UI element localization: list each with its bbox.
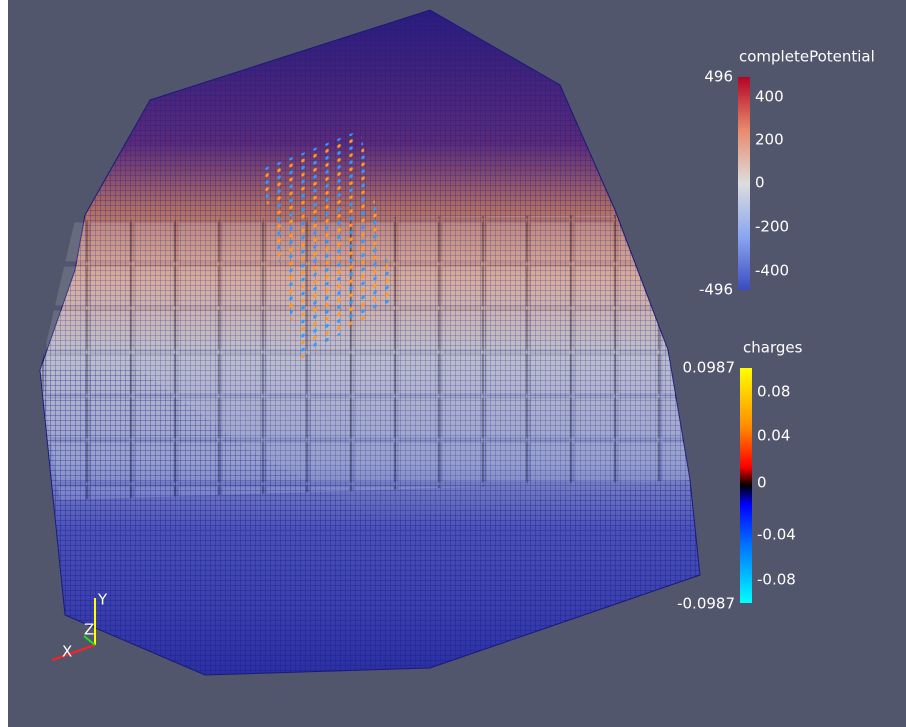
range-label: -0.0987 (677, 595, 735, 613)
tick-label: -200 (755, 218, 789, 236)
legend-title: completePotential (739, 48, 875, 66)
tick-label: -400 (755, 262, 789, 280)
tick-label: 0.04 (757, 427, 790, 445)
axis-label: Y (97, 591, 108, 609)
color-bar (740, 368, 752, 603)
tick-label: 400 (755, 88, 784, 106)
tick-label: 0.08 (757, 383, 790, 401)
tick-label: 0 (755, 174, 765, 192)
axis-label: Z (84, 621, 94, 639)
tick-label: -0.08 (757, 571, 796, 589)
tick-label: 0 (757, 474, 767, 492)
range-label: 0.0987 (683, 359, 736, 377)
tick-label: -0.04 (757, 526, 796, 544)
color-bar (738, 77, 750, 290)
axis-label: X (62, 643, 72, 661)
range-label: 496 (704, 68, 733, 86)
range-label: -496 (699, 281, 733, 299)
render-view: Y X Z completePotential 496 -496 400 200… (0, 0, 906, 727)
legend-title: charges (743, 339, 803, 357)
tick-label: 200 (755, 131, 784, 149)
page: Y X Z completePotential 496 -496 400 200… (0, 0, 906, 727)
